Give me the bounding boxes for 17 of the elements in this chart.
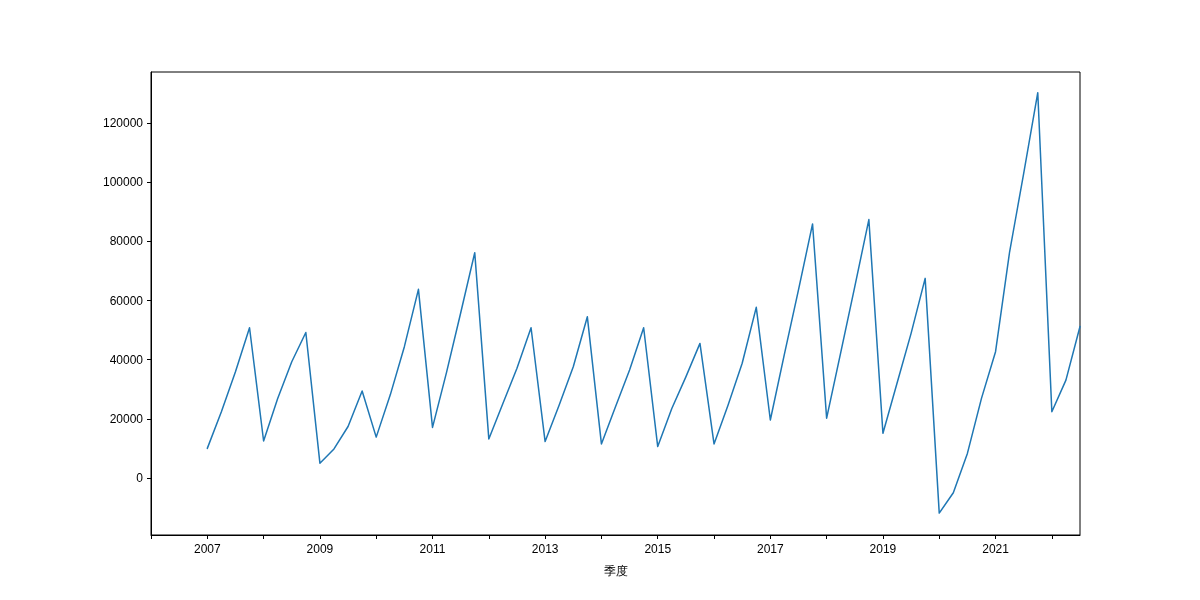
y-tick-label: 60000 — [109, 293, 144, 308]
y-tick-label: 120000 — [102, 116, 144, 131]
line-series — [206, 91, 1081, 514]
x-tick-label: 2011 — [419, 542, 446, 556]
x-tick-label: 2013 — [531, 542, 559, 556]
x-tick-label: 2017 — [756, 542, 784, 556]
x-tick-label: 2019 — [869, 542, 897, 556]
y-tick-label: 100000 — [102, 175, 144, 190]
y-tick-label: 0 — [136, 470, 144, 485]
x-tick-label: 2009 — [306, 542, 334, 556]
x-tick-label: 2021 — [982, 542, 1010, 556]
x-tick-label: 2007 — [193, 542, 221, 556]
y-tick-label: 20000 — [109, 411, 144, 426]
y-tick-label: 40000 — [109, 352, 144, 367]
x-tick-label: 2015 — [644, 542, 672, 556]
y-tick-label: 80000 — [109, 234, 144, 249]
x-axis-title: 季度 — [603, 564, 628, 578]
